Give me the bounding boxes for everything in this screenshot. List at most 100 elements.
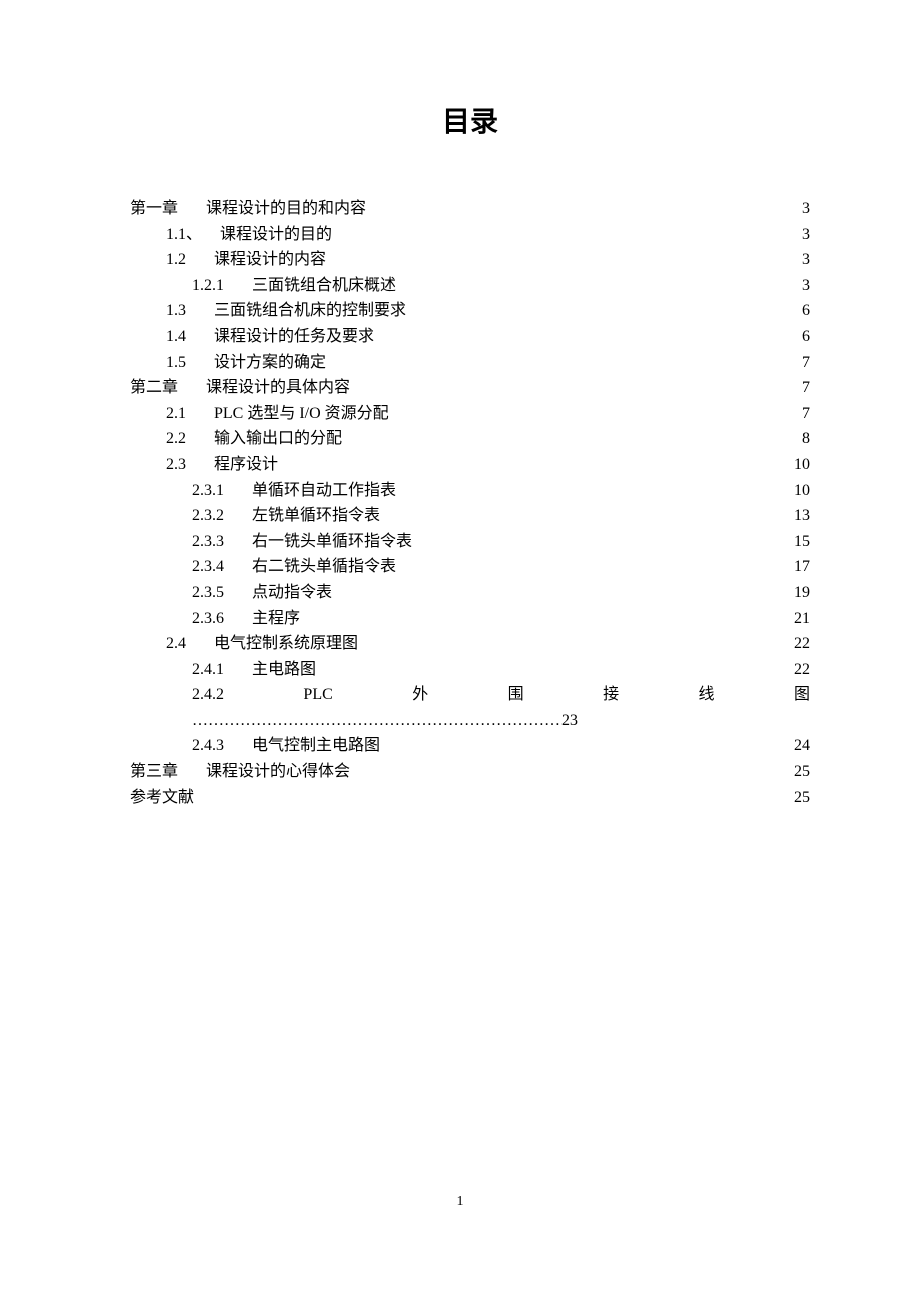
toc-entry-page: 15	[794, 529, 810, 555]
toc-entry-page: 8	[802, 426, 810, 452]
toc-entry-number: 1.3	[166, 298, 186, 324]
toc-entry-number: 1.2.1	[192, 273, 224, 299]
toc-entry-text: 主程序	[252, 606, 300, 632]
toc-entry-page: 6	[802, 324, 810, 350]
toc-entry-text: 电气控制系统原理图	[214, 631, 358, 657]
toc-entry: 1.2 课程设计的内容 3	[130, 247, 810, 273]
toc-entry-number: 参考文献	[130, 785, 194, 811]
toc-entry-page: 7	[802, 401, 810, 427]
toc-entry-page: 23	[562, 708, 578, 734]
toc-entry: 2.3 程序设计 10	[130, 452, 810, 478]
toc-entry-page: 21	[794, 606, 810, 632]
toc-entry-number: 2.3.5	[192, 580, 224, 606]
page-title: 目录	[130, 100, 810, 140]
toc-entry-page: 3	[802, 247, 810, 273]
toc-entry-page: 22	[794, 657, 810, 683]
toc-entry-text: 主电路图	[252, 657, 316, 683]
toc-entry-number: 第二章	[130, 375, 178, 401]
toc-entry-number: 2.4.2	[192, 682, 224, 708]
toc-entry-page: 17	[794, 554, 810, 580]
toc-entry: 2.4.1 主电路图 22	[130, 657, 810, 683]
toc-entry: 2.3.2 左铣单循环指令表 13	[130, 503, 810, 529]
toc-entry-number: 1.4	[166, 324, 186, 350]
toc-entry-char: 外	[412, 682, 428, 708]
toc-entry-text: 课程设计的内容	[214, 247, 326, 273]
toc-entry: 1.3 三面铣组合机床的控制要求 6	[130, 298, 810, 324]
toc-leader: ……………………………………………………………	[192, 708, 562, 734]
toc-entry: 2.2 输入输出口的分配 8	[130, 426, 810, 452]
toc-entry-number: 2.3.4	[192, 554, 224, 580]
toc-entry-page: 25	[794, 759, 810, 785]
toc-entry: 2.4.2 PLC 外 围 接 线 图	[130, 682, 810, 708]
toc-entry-number: 1.5	[166, 350, 186, 376]
toc-entry-text: 左铣单循环指令表	[252, 503, 380, 529]
toc-entry-number: 2.3	[166, 452, 186, 478]
toc-entry: 2.3.5 点动指令表 19	[130, 580, 810, 606]
toc-entry-number: 2.1	[166, 401, 186, 427]
toc-entry-page: 3	[802, 196, 810, 222]
toc-entry: 第一章课程设计的目的和内容3	[130, 196, 810, 222]
toc-entry-char: 接	[603, 682, 619, 708]
toc-entry: 2.3.1 单循环自动工作指表 10	[130, 478, 810, 504]
toc-entry-number: 2.3.3	[192, 529, 224, 555]
toc-entry-number: 2.3.6	[192, 606, 224, 632]
toc-entry-char: 图	[794, 682, 810, 708]
toc-entry-number: 2.4.3	[192, 733, 224, 759]
toc-entry: 1.5 设计方案的确定 7	[130, 350, 810, 376]
toc-entry-number: 2.4	[166, 631, 186, 657]
toc-entry-char: 线	[699, 682, 715, 708]
toc-entry-page: 19	[794, 580, 810, 606]
toc-entry-number: 2.4.1	[192, 657, 224, 683]
toc-entry-page: 3	[802, 273, 810, 299]
toc-entry-number: 2.3.2	[192, 503, 224, 529]
toc-entry-text: 右二铣头单循指令表	[252, 554, 396, 580]
toc-entry: 1.2.1 三面铣组合机床概述 3	[130, 273, 810, 299]
toc-entry-page: 3	[802, 222, 810, 248]
toc-entry-number: 第三章	[130, 759, 178, 785]
toc-entry-text: 课程设计的心得体会	[206, 759, 350, 785]
toc-entry-text: 三面铣组合机床的控制要求	[214, 298, 406, 324]
toc-entry-page: 6	[802, 298, 810, 324]
toc-entry-page: 13	[794, 503, 810, 529]
toc-entry-page: 25	[794, 785, 810, 811]
toc-entry: 2.3.4 右二铣头单循指令表 17	[130, 554, 810, 580]
toc-entry: 1.1、课程设计的目的 3	[130, 222, 810, 248]
toc-entry-text: 输入输出口的分配	[214, 426, 342, 452]
toc-entry-text: 三面铣组合机床概述	[252, 273, 396, 299]
toc-entry: 参考文献 25	[130, 785, 810, 811]
toc-entry: 2.4 电气控制系统原理图 22	[130, 631, 810, 657]
toc-entry-char: 围	[508, 682, 524, 708]
toc-entry: 第三章 课程设计的心得体会 25	[130, 759, 810, 785]
toc-entry-text: 课程设计的目的和内容	[206, 196, 366, 222]
toc-entry-text: 程序设计	[214, 452, 278, 478]
table-of-contents: 第一章课程设计的目的和内容31.1、课程设计的目的31.2课程设计的内容31.2…	[130, 196, 810, 810]
toc-entry-text: 单循环自动工作指表	[252, 478, 396, 504]
toc-entry-char: PLC	[303, 682, 332, 708]
toc-entry-page: 7	[802, 375, 810, 401]
toc-entry-number: 1.1、	[166, 222, 202, 248]
toc-entry-text: PLC 选型与 I/O 资源分配	[214, 401, 389, 427]
toc-entry-text: 课程设计的任务及要求	[214, 324, 374, 350]
toc-entry-text: 点动指令表	[252, 580, 332, 606]
toc-entry-number: 2.3.1	[192, 478, 224, 504]
toc-entry-page: 10	[794, 478, 810, 504]
toc-entry: 2.4.3 电气控制主电路图 24	[130, 733, 810, 759]
toc-entry: 2.3.3 右一铣头单循环指令表 15	[130, 529, 810, 555]
toc-entry-text: 课程设计的具体内容	[206, 375, 350, 401]
toc-entry-text: 右一铣头单循环指令表	[252, 529, 412, 555]
toc-entry: 2.1 PLC 选型与 I/O 资源分配 7	[130, 401, 810, 427]
toc-entry-number: 2.2	[166, 426, 186, 452]
toc-entry-page: 10	[794, 452, 810, 478]
toc-entry-text: 电气控制主电路图	[252, 733, 380, 759]
toc-entry: 1.4 课程设计的任务及要求 6	[130, 324, 810, 350]
toc-entry-text: 课程设计的目的	[220, 222, 332, 248]
toc-entry-number: 1.2	[166, 247, 186, 273]
toc-entry: 第二章 课程设计的具体内容 7	[130, 375, 810, 401]
toc-entry: 2.3.6 主程序 21	[130, 606, 810, 632]
toc-entry-page: 7	[802, 350, 810, 376]
toc-entry-text: 设计方案的确定	[214, 350, 326, 376]
page-number: 1	[0, 1194, 920, 1210]
toc-entry-page: 24	[794, 733, 810, 759]
toc-entry-continuation: ……………………………………………………………23	[130, 708, 810, 734]
toc-entry-page: 22	[794, 631, 810, 657]
